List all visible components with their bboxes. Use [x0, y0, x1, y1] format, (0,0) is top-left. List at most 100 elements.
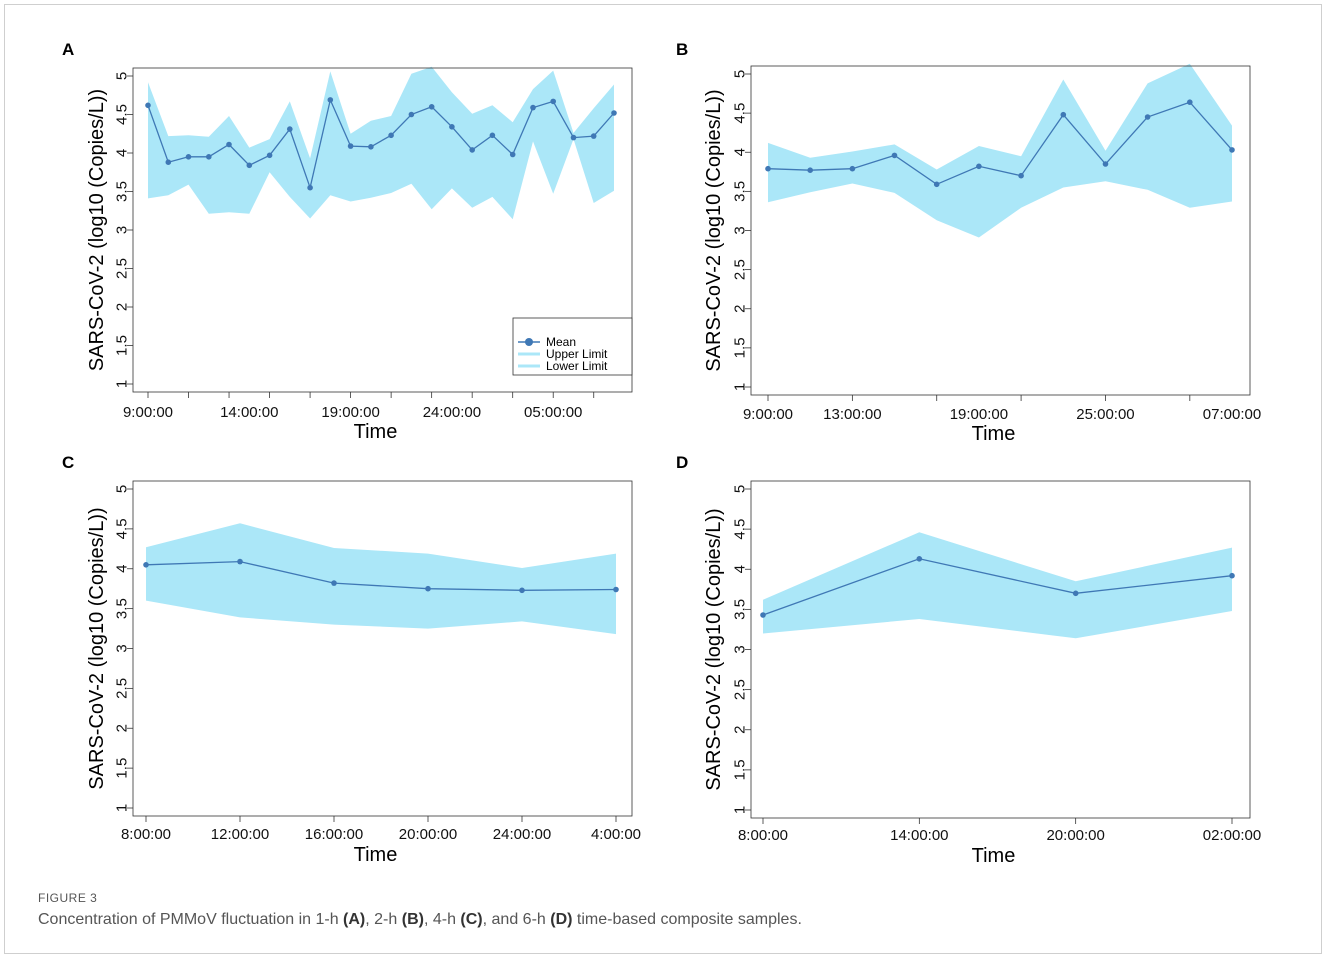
mean-point [1144, 114, 1151, 120]
y-tick-label: 2.5 [114, 258, 131, 279]
x-tick-label: 02:00:00 [1203, 827, 1261, 844]
mean-point [1229, 147, 1235, 153]
mean-point [519, 587, 525, 594]
mean-point [849, 165, 856, 172]
plot-frame [750, 480, 1251, 819]
confidence-band [768, 63, 1232, 238]
y-tick-label: 1.5 [114, 758, 131, 779]
mean-point [530, 104, 536, 111]
mean-point [611, 110, 617, 116]
y-tick-label: 3 [114, 226, 131, 234]
y-tick-label: 1 [732, 383, 749, 391]
panel-a: A 1 1.5 2 2.5 3 3.5 4 4.5 5 9:00:00 14:00:00 19:00:0… [62, 40, 633, 443]
mean-point [165, 159, 172, 165]
mean-point [331, 580, 337, 586]
mean-point [237, 558, 243, 565]
mean-line [762, 558, 1233, 616]
x-tick-label: 05:00:00 [524, 404, 582, 421]
mean-line [767, 101, 1233, 186]
mean-point [1018, 172, 1024, 179]
mean-point [1072, 590, 1079, 597]
mean-point [933, 181, 940, 188]
mean-point [368, 144, 374, 150]
x-tick-label: 07:00:00 [1203, 406, 1261, 423]
y-tick-label: 1 [732, 806, 749, 814]
y-tick-label: 4 [732, 565, 749, 573]
y-tick-label: 2.5 [732, 679, 749, 700]
mean-point [428, 104, 435, 110]
x-tick-label: 16:00:00 [305, 826, 363, 843]
x-tick-label: 25:00:00 [1076, 406, 1134, 423]
y-tick-label: 1.5 [732, 759, 749, 780]
mean-point [489, 132, 496, 139]
mean-point [287, 126, 293, 132]
y-tick-label: 4 [732, 148, 749, 156]
x-axis-title: Time [354, 844, 398, 866]
figure-label: FIGURE 3 [38, 891, 98, 905]
panel-letter: C [62, 453, 74, 472]
y-tick-label: 4.5 [732, 519, 749, 540]
x-tick-label: 9:00:00 [123, 404, 173, 421]
x-tick-label: 12:00:00 [211, 826, 269, 843]
mean-point [1229, 572, 1235, 579]
y-tick-label: 1.5 [732, 337, 749, 358]
mean-point [449, 124, 455, 130]
x-tick-label: 4:00:00 [591, 826, 641, 843]
y-tick-label: 3 [114, 644, 131, 652]
mean-point [807, 167, 813, 173]
mean-point [765, 165, 771, 172]
y-tick-label: 5 [114, 485, 131, 493]
panel-letter: A [62, 40, 74, 59]
panel-d: D 1 1.5 2 2.5 3 3.5 4 4.5 5 8:00:00 14:00:00 20:00:0… [676, 453, 1261, 867]
panel-b: B 1 1.5 2 2.5 3 3.5 4 4.5 5 9:00:00 13:00:00 19:00:0… [676, 40, 1261, 445]
mean-point [976, 163, 982, 170]
y-tick-label: 5 [732, 485, 749, 493]
y-tick-label: 3 [732, 226, 749, 234]
legend-label: Mean [546, 335, 576, 349]
y-tick-label: 2 [114, 303, 131, 311]
x-tick-label: 14:00:00 [220, 404, 278, 421]
mean-line [145, 560, 617, 591]
mean-point [347, 143, 354, 149]
x-tick-label: 19:00:00 [321, 404, 379, 421]
mean-point [570, 134, 577, 141]
y-tick-label: 3 [732, 645, 749, 653]
figure-charts: A11.522.533.544.559:00:00 14:00:00 19:00:0… [62, 40, 1261, 867]
mean-point [469, 147, 476, 153]
y-tick-label: 1.5 [114, 335, 131, 356]
x-tick-label: 20:00:00 [1046, 827, 1104, 844]
x-tick-label: 20:00:00 [399, 826, 457, 843]
y-tick-label: 4 [114, 565, 131, 573]
y-tick-label: 4.5 [732, 103, 749, 124]
mean-point [206, 154, 212, 160]
y-tick-label: 4 [114, 149, 131, 157]
mean-point [425, 585, 431, 592]
figure-frame [4, 4, 1322, 954]
y-tick-label: 3.5 [732, 599, 749, 620]
y-tick-label: 2.5 [114, 678, 131, 699]
x-axis-title: Time [972, 845, 1016, 867]
x-axis-title: Time [354, 421, 398, 443]
panel-letter: D [676, 453, 688, 472]
x-tick-label: 19:00:00 [950, 406, 1008, 423]
mean-point [509, 151, 516, 158]
y-tick-label: 5 [114, 72, 131, 80]
mean-point [388, 132, 394, 139]
legend-label: Upper Limit [546, 347, 608, 361]
confidence-band [148, 66, 614, 220]
mean-point [916, 556, 923, 562]
y-axis-title: SARS-CoV-2 (log10 (Copies/L)) [703, 89, 725, 371]
mean-point [1102, 161, 1109, 167]
panel-letter: B [676, 40, 688, 59]
mean-point [760, 612, 766, 618]
x-tick-label: 24:00:00 [493, 826, 551, 843]
mean-point [590, 133, 597, 139]
mean-point [266, 152, 273, 159]
mean-point [246, 162, 253, 169]
mean-point [145, 102, 151, 109]
y-tick-label: 4.5 [114, 518, 131, 539]
mean-point [1060, 111, 1067, 118]
mean-point [307, 184, 313, 191]
x-tick-label: 9:00:00 [743, 406, 793, 423]
